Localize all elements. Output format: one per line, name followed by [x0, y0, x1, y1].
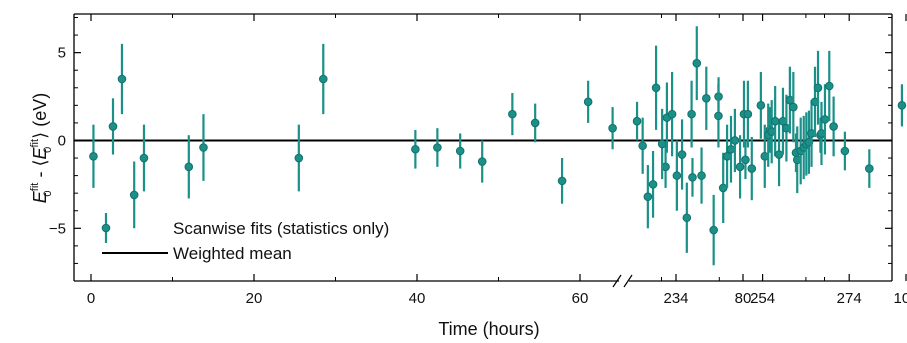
- data-point: [584, 98, 592, 106]
- x-tick-label: 234: [663, 290, 688, 307]
- x-tick-label: 0: [87, 290, 95, 307]
- data-point: [668, 110, 676, 118]
- x-tick-label: 60: [572, 290, 589, 307]
- data-point: [898, 102, 906, 110]
- x-tick-label: 20: [246, 290, 263, 307]
- data-point: [698, 172, 706, 180]
- data-point: [710, 226, 718, 234]
- legend-marker-point: [102, 224, 110, 232]
- data-point: [727, 145, 735, 153]
- data-point: [748, 165, 756, 173]
- data-point: [633, 117, 641, 125]
- data-point: [703, 95, 711, 103]
- x-tick-label: 100: [893, 290, 907, 307]
- svg-text:Efit0 - ⟨Efit0⟩ (eV): Efit0 - ⟨Efit0⟩ (eV): [29, 93, 54, 203]
- y-tick-label: −5: [49, 220, 66, 237]
- data-point: [673, 172, 681, 180]
- data-point: [841, 147, 849, 155]
- data-point: [295, 154, 303, 162]
- data-point: [652, 84, 660, 92]
- data-point: [509, 110, 517, 118]
- x-tick-label: 254: [750, 290, 775, 307]
- data-point: [130, 191, 138, 199]
- x-tick-label: 40: [409, 290, 426, 307]
- y-axis-label: Efit0 - ⟨Efit0⟩ (eV): [29, 93, 54, 203]
- data-point: [790, 103, 798, 111]
- data-point: [109, 123, 117, 131]
- data-point: [200, 144, 208, 152]
- data-point: [744, 110, 752, 118]
- data-point: [558, 177, 566, 185]
- data-point: [814, 84, 822, 92]
- data-point: [723, 152, 731, 160]
- data-point: [456, 147, 464, 155]
- data-point: [866, 165, 874, 173]
- data-point: [731, 137, 739, 145]
- data-point: [830, 123, 838, 131]
- data-point: [775, 151, 783, 159]
- data-point: [736, 163, 744, 171]
- data-point: [478, 158, 486, 166]
- data-point: [658, 140, 666, 148]
- data-point: [140, 154, 148, 162]
- data-point: [683, 214, 691, 222]
- data-point: [609, 124, 617, 132]
- data-point: [689, 174, 697, 182]
- data-point: [821, 116, 829, 124]
- data-point: [719, 184, 727, 192]
- legend: Scanwise fits (statistics only) Weighted…: [102, 213, 389, 263]
- data-point: [90, 152, 98, 160]
- data-point: [531, 119, 539, 127]
- data-point: [319, 75, 327, 83]
- x-tick-label: 80: [735, 290, 752, 307]
- data-point: [742, 156, 750, 164]
- x-axis-label: Time (hours): [438, 319, 539, 339]
- data-point: [678, 151, 686, 159]
- y-tick-label: 5: [58, 45, 66, 62]
- data-point: [693, 59, 701, 67]
- data-point: [434, 144, 442, 152]
- data-point: [688, 110, 696, 118]
- data-point: [118, 75, 126, 83]
- data-point: [771, 117, 779, 125]
- data-point: [757, 102, 765, 110]
- data-point: [185, 163, 193, 171]
- legend-label-mean: Weighted mean: [173, 244, 292, 263]
- y-tick-label: 0: [58, 132, 66, 149]
- data-point: [825, 82, 833, 90]
- data-point: [639, 142, 647, 150]
- x-tick-label: 274: [837, 290, 862, 307]
- data-point: [715, 112, 723, 120]
- data-point: [644, 193, 652, 201]
- data-point: [412, 145, 420, 153]
- data-point: [649, 181, 657, 189]
- legend-label-scanwise: Scanwise fits (statistics only): [173, 219, 389, 238]
